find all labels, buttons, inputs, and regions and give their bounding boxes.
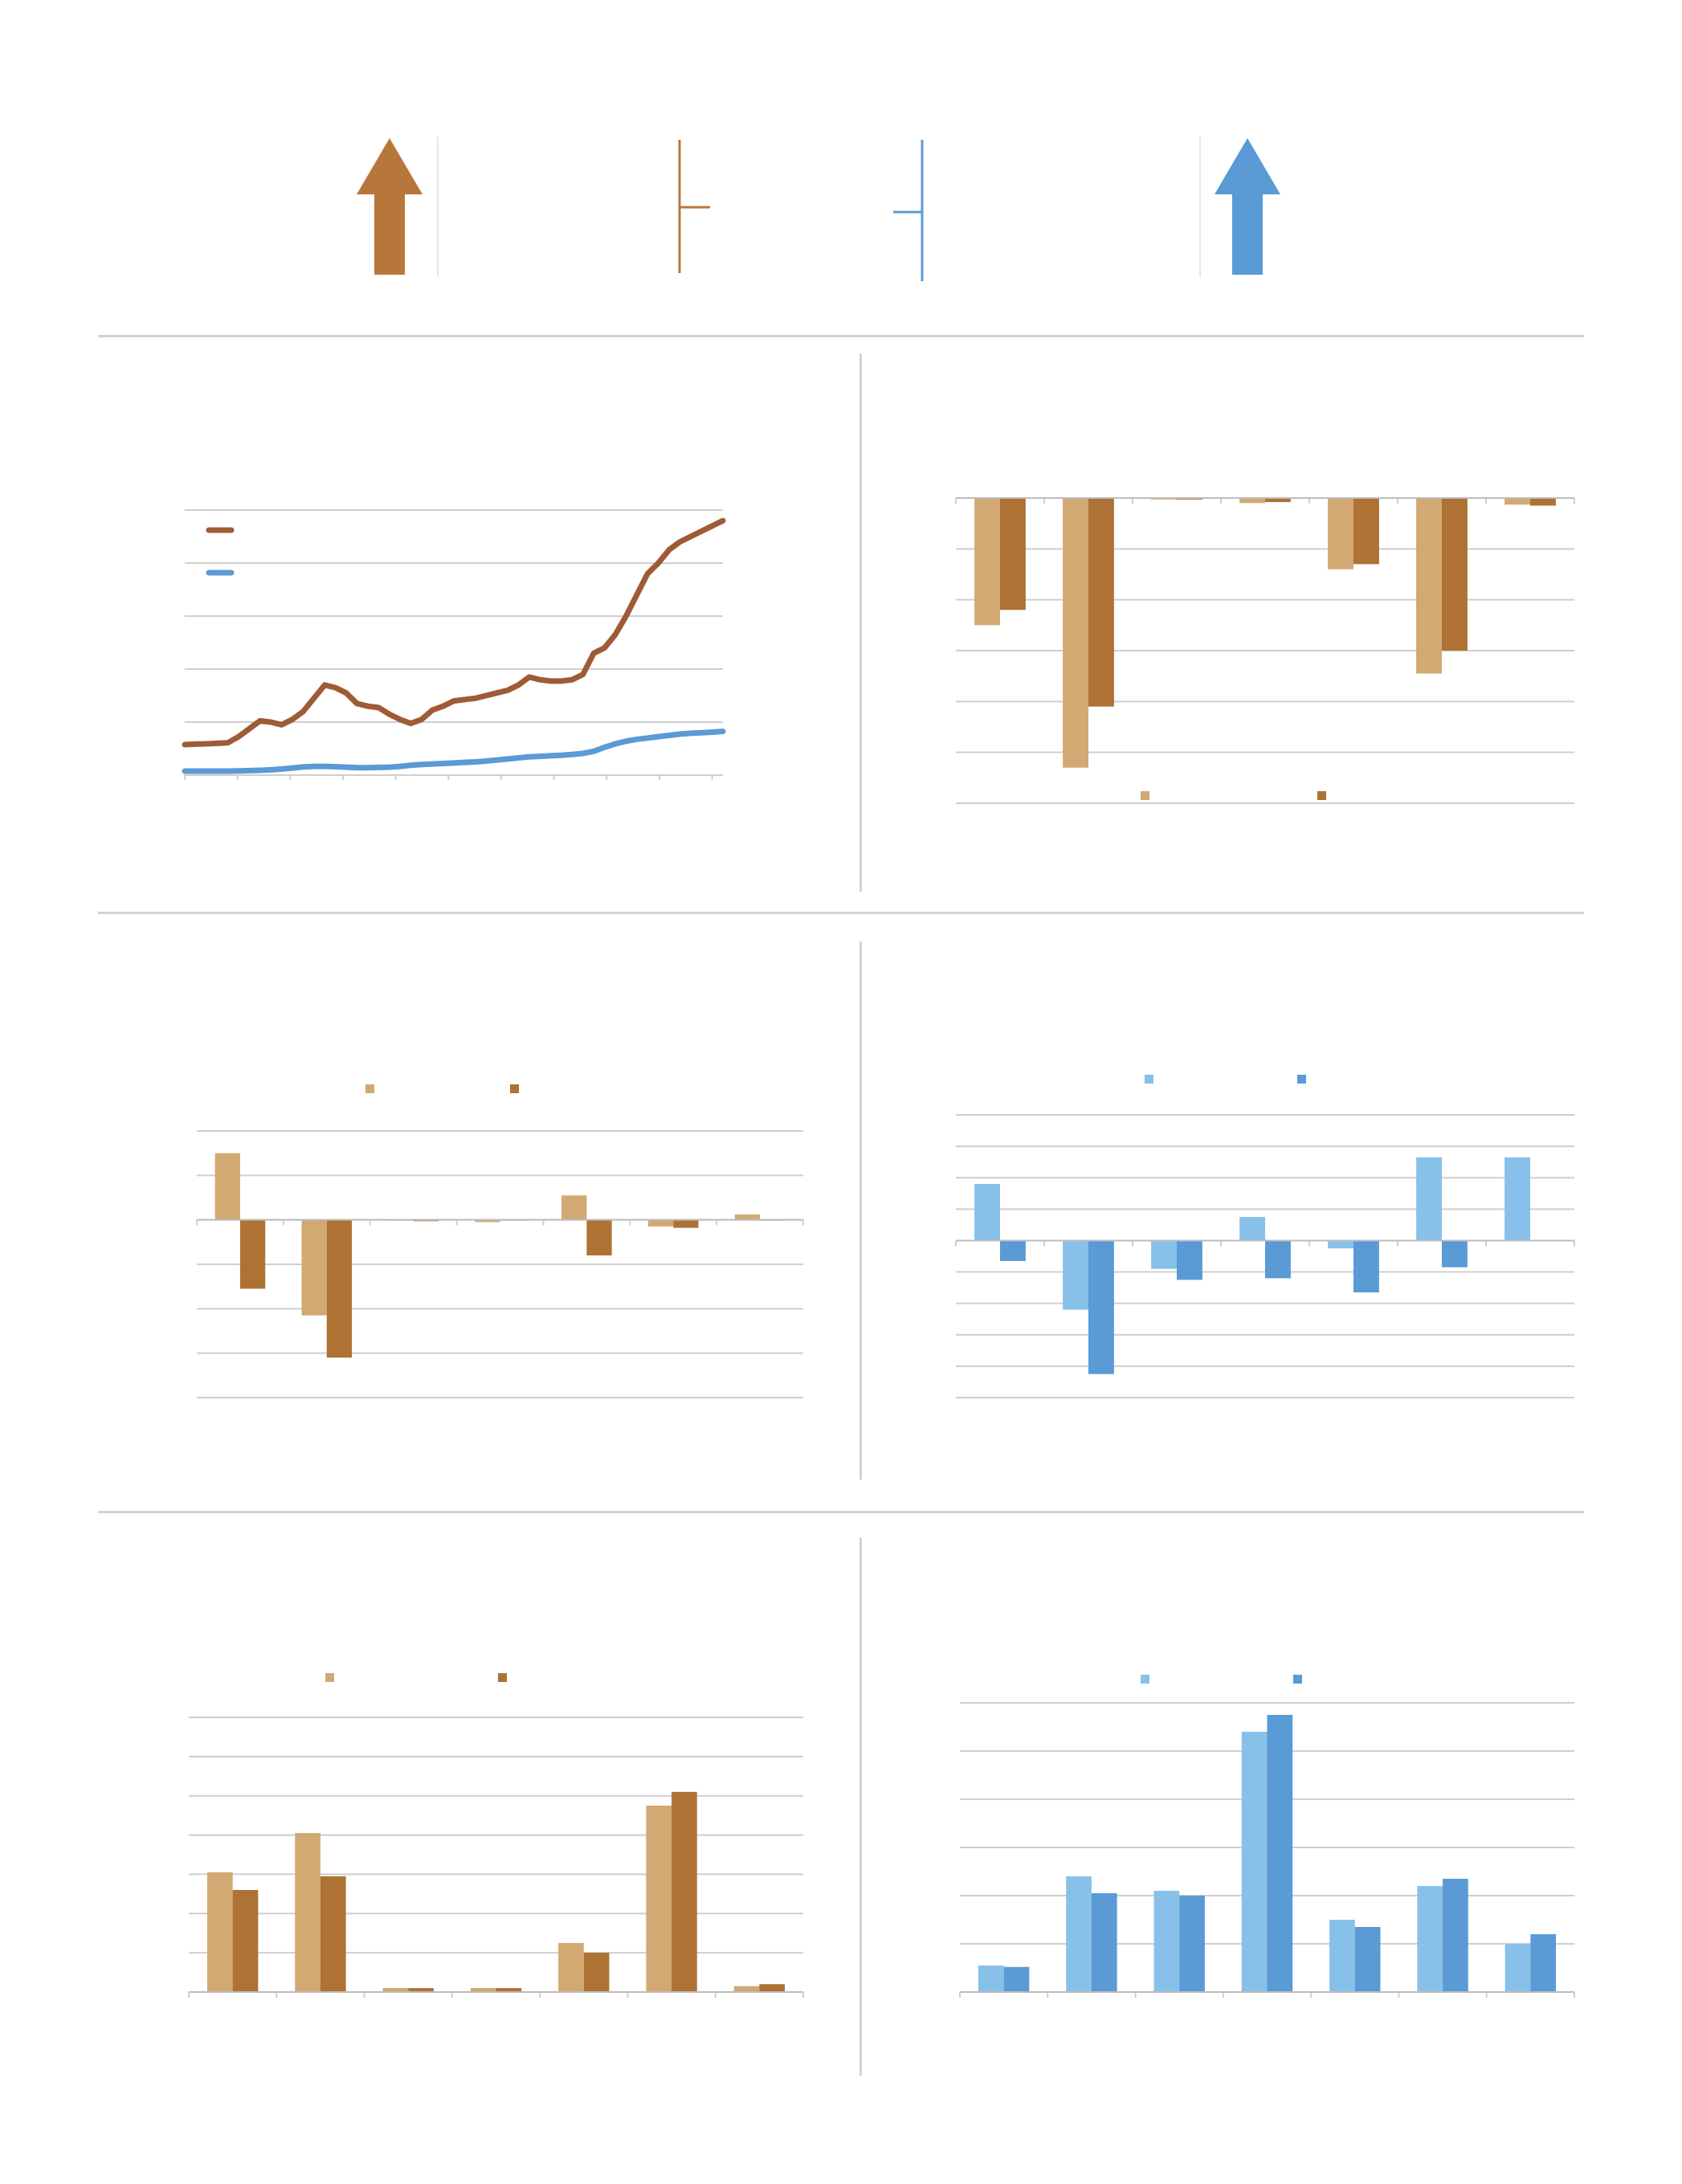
bar — [1239, 1217, 1265, 1241]
bar — [1353, 498, 1379, 565]
bar — [1504, 498, 1530, 505]
bar — [1328, 1240, 1353, 1249]
bar — [733, 1986, 760, 1992]
bar — [1000, 1240, 1026, 1261]
bar — [561, 1195, 587, 1220]
bar — [1239, 498, 1265, 504]
bar — [214, 1153, 240, 1220]
bar — [974, 498, 1000, 626]
bar — [1504, 1157, 1530, 1241]
legend-marker-2 — [1293, 1675, 1302, 1684]
bar — [586, 1219, 612, 1255]
level-marker-icon-blue — [893, 140, 924, 281]
column-separator — [859, 353, 862, 892]
column-separator — [859, 941, 862, 1480]
legend-marker-2 — [1317, 791, 1326, 800]
bar-chart-middle-right — [955, 1075, 1575, 1398]
bar — [1003, 1966, 1030, 1992]
bar — [1442, 1240, 1468, 1268]
bar — [475, 1219, 500, 1223]
legend-marker-2 — [1297, 1075, 1306, 1084]
series-line-1 — [182, 517, 726, 748]
bar — [1241, 1732, 1268, 1992]
header-divider — [437, 137, 439, 277]
series-line-2 — [182, 729, 726, 774]
bar — [1179, 1896, 1205, 1992]
bar — [1265, 498, 1291, 503]
bar — [496, 1988, 522, 1992]
bar — [206, 1872, 233, 1992]
bar — [1091, 1893, 1117, 1992]
header-divider — [1199, 137, 1201, 277]
bar — [974, 1184, 1000, 1241]
column-separator — [859, 1537, 862, 2076]
legend-marker-1 — [365, 1084, 374, 1093]
bar — [1530, 1934, 1557, 1992]
bar-chart-top-right — [955, 497, 1575, 804]
bar — [1000, 498, 1026, 610]
bar — [1443, 1879, 1468, 1992]
bar-chart-middle-left — [196, 1084, 804, 1398]
bar — [672, 1791, 697, 1992]
legend-marker-2 — [510, 1084, 519, 1093]
bar — [1066, 1876, 1092, 1992]
bar — [1329, 1920, 1355, 1992]
legend-marker-2 — [498, 1673, 507, 1682]
bar — [295, 1833, 320, 1992]
bar — [301, 1219, 327, 1316]
bar — [759, 1984, 786, 1992]
bar — [1416, 1157, 1442, 1241]
line-chart — [182, 509, 726, 780]
bar — [1353, 1240, 1379, 1292]
bar — [673, 1219, 699, 1228]
bar — [647, 1219, 674, 1227]
bar — [232, 1889, 259, 1992]
bar — [734, 1214, 761, 1220]
bar — [1267, 1715, 1293, 1992]
legend-marker-1 — [325, 1673, 334, 1682]
bar — [1153, 1891, 1180, 1992]
bar — [978, 1966, 1004, 1992]
bar — [1088, 498, 1114, 707]
section-separator — [98, 912, 1584, 914]
bar-chart-bottom-right — [959, 1675, 1575, 1998]
bar — [1063, 1240, 1088, 1310]
header-up-arrow-icon-blue — [1215, 138, 1280, 275]
bar — [1354, 1927, 1381, 1992]
level-marker-icon-brown — [678, 140, 710, 273]
bar — [1177, 1240, 1202, 1280]
bar — [1442, 498, 1468, 651]
bar — [646, 1805, 672, 1992]
legend-marker-1 — [1141, 1675, 1149, 1684]
bar — [382, 1988, 409, 1992]
legend-marker-1 — [1145, 1075, 1153, 1084]
bar — [1151, 1240, 1177, 1269]
bar — [1088, 1240, 1114, 1374]
bar-chart-bottom-left — [188, 1673, 804, 1998]
section-separator — [98, 1511, 1584, 1513]
bar — [1530, 498, 1556, 506]
bar — [408, 1988, 434, 1992]
bar — [1417, 1886, 1443, 1992]
bar — [239, 1219, 266, 1289]
bar — [320, 1876, 346, 1992]
bar — [326, 1219, 353, 1358]
bar — [1416, 498, 1442, 674]
bar — [1504, 1944, 1531, 1992]
bar — [470, 1988, 496, 1992]
bar — [1063, 498, 1088, 768]
section-separator — [98, 335, 1584, 337]
legend-marker-1 — [1141, 791, 1149, 800]
bar — [1265, 1240, 1291, 1279]
bar — [583, 1953, 610, 1992]
bar — [558, 1942, 584, 1992]
bar — [1328, 498, 1353, 569]
header-up-arrow-icon-brown — [357, 138, 423, 275]
